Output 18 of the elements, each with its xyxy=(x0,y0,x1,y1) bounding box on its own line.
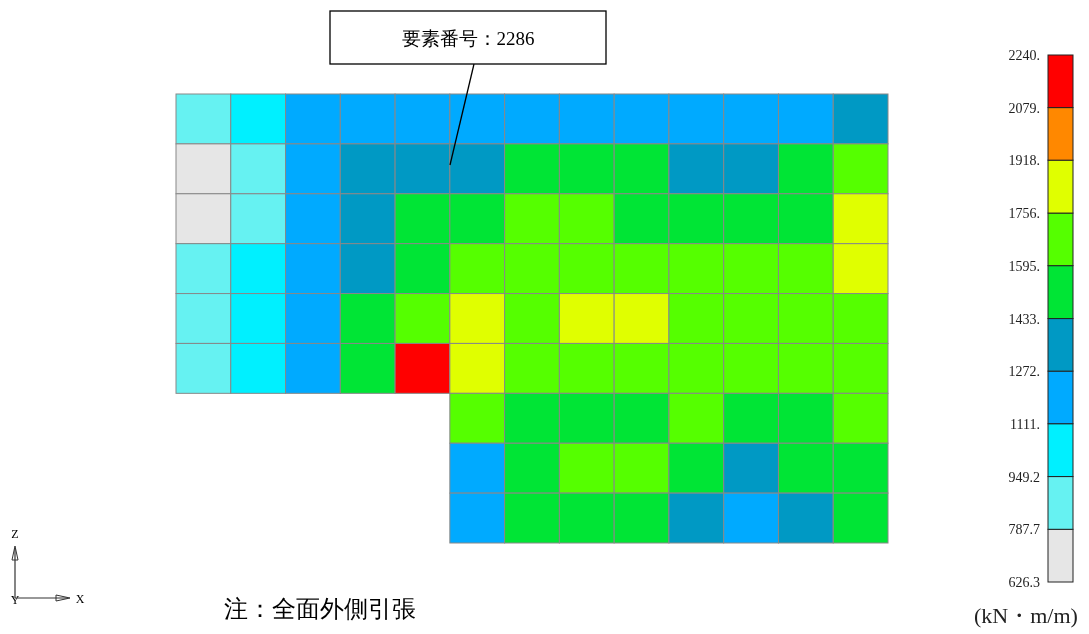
text: X xyxy=(75,592,85,606)
text: 要素番号：2286 xyxy=(401,28,535,49)
text: Z xyxy=(11,527,19,541)
color-bar-label: 1272. xyxy=(1008,364,1040,380)
color-bar-label: 1918. xyxy=(1008,153,1040,169)
color-bar-label: 1433. xyxy=(1008,311,1040,327)
color-bar-label: 2079. xyxy=(1008,100,1040,116)
color-bar-label: 2240. xyxy=(1008,48,1040,63)
colorbar: 626.3 787.7 949.2 1111. 1272. 1433. 1595. 1756. 1918. 2079. 2240. xyxy=(1008,48,1074,590)
text: 注：全面外側引張 xyxy=(224,596,416,622)
text: Y xyxy=(10,593,20,607)
color-bar-title: (kN・m/m) xyxy=(974,603,1078,628)
color-bar-label: 1756. xyxy=(1008,206,1040,222)
color-bar-label: 949.2 xyxy=(1008,469,1040,485)
color-bar-label: 626.3 xyxy=(1008,575,1040,590)
color-bar-label: 1111. xyxy=(1010,416,1040,432)
color-bar-label: 787.7 xyxy=(1008,522,1040,538)
color-bar-label: 1595. xyxy=(1008,258,1040,274)
